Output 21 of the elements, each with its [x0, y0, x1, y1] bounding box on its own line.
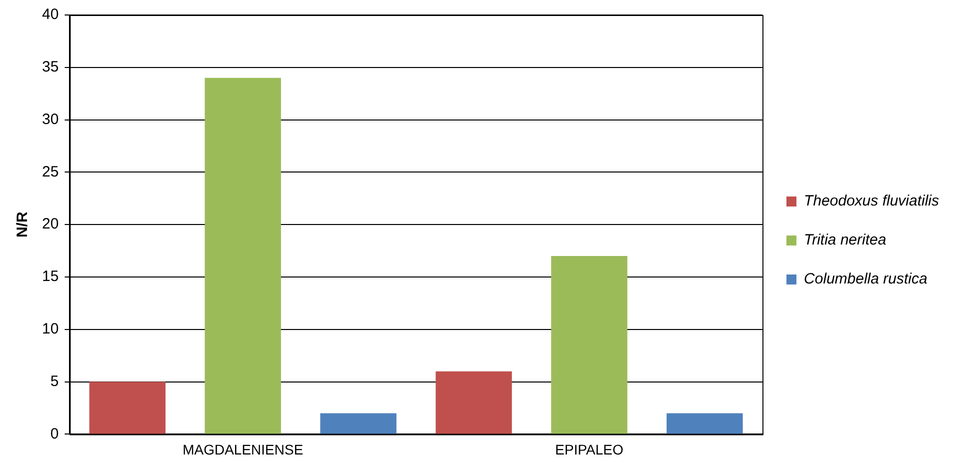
bar — [436, 371, 512, 434]
x-tick-label: MAGDALENIENSE — [182, 441, 304, 458]
legend-label: Tritia neritea — [804, 232, 886, 249]
y-tick-label: 5 — [50, 372, 59, 390]
bar — [204, 78, 281, 434]
bar — [551, 256, 628, 434]
y-tick-label: 30 — [42, 110, 59, 128]
bar — [89, 382, 166, 434]
y-tick-label: 40 — [42, 6, 59, 24]
y-tick-label: 20 — [42, 216, 59, 233]
y-tick-label: 25 — [42, 163, 59, 180]
y-tick-label: 35 — [42, 58, 59, 76]
y-tick-label: 15 — [42, 268, 59, 286]
y-tick-label: 0 — [50, 425, 59, 442]
legend-label: Theodoxus fluviatilis — [804, 192, 940, 210]
x-tick-label: EPIPALEO — [555, 441, 624, 458]
bar — [666, 413, 743, 434]
y-axis-title: N/R — [14, 212, 32, 238]
legend-label: Columbella rustica — [804, 270, 928, 288]
bar — [320, 413, 396, 434]
y-tick-label: 10 — [42, 320, 59, 338]
